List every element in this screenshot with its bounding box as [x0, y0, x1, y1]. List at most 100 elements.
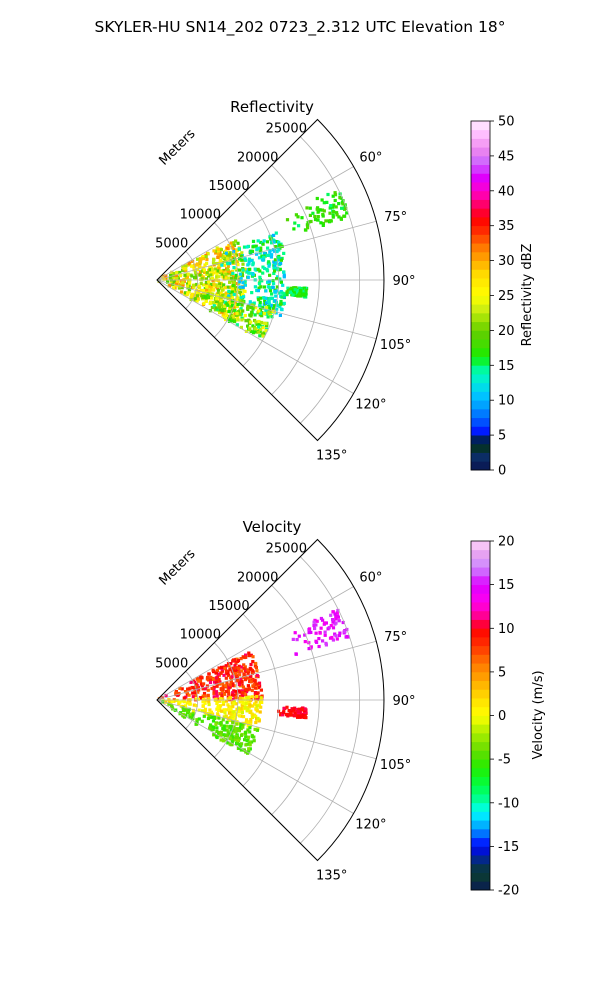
reflectivity-echo-cell: [225, 314, 229, 318]
velocity-echo-cell: [227, 686, 231, 690]
reflectivity-echo-cell: [235, 323, 239, 327]
reflectivity-echo-cell: [231, 245, 235, 249]
reflectivity-echo-cell: [265, 267, 269, 272]
reflectivity-echo-cell: [225, 256, 229, 260]
velocity-echo-cell: [246, 696, 250, 700]
reflectivity-echo-cell: [194, 275, 198, 280]
reflectivity-echo-cell: [240, 318, 244, 322]
reflectivity-echo-cell: [274, 245, 278, 249]
reflectivity-echo-cell: [240, 303, 244, 307]
reflectivity-echo-cell: [222, 283, 226, 287]
reflectivity-echo-cell: [285, 293, 289, 297]
reflectivity-echo-cell: [331, 205, 335, 209]
reflectivity-echo-cell: [262, 296, 266, 300]
velocity-echo-cell: [185, 691, 189, 695]
velocity-echo-cell: [255, 674, 259, 678]
reflectivity-echo-cell: [267, 306, 271, 310]
velocity-echo-cell: [202, 682, 206, 686]
velocity-echo-cell: [246, 668, 250, 672]
reflectivity-echo-cell: [214, 249, 218, 253]
reflectivity-echo-cell: [292, 227, 296, 231]
velocity-echo-cell: [198, 696, 202, 700]
velocity-echo-cell: [300, 707, 304, 712]
velocity-echo-cell: [223, 734, 227, 738]
velocity-echo-cell: [247, 749, 251, 753]
reflectivity-echo-cell: [179, 279, 183, 283]
reflectivity-colorbar-band: [471, 190, 490, 200]
reflectivity-echo-cell: [208, 290, 212, 294]
velocity-echo-cell: [207, 702, 211, 707]
reflectivity-echo-cell: [226, 253, 230, 258]
velocity-echo-cell: [201, 704, 205, 708]
reflectivity-echo-cell: [317, 209, 321, 213]
reflectivity-echo-cell: [228, 285, 232, 289]
reflectivity-echo-cell: [218, 271, 223, 275]
reflectivity-echo-cell: [263, 299, 267, 303]
velocity-echo-cell: [246, 735, 251, 739]
reflectivity-echo-cell: [217, 291, 221, 295]
reflectivity-echo-cell: [240, 258, 244, 262]
velocity-echo-cell: [197, 679, 201, 683]
reflectivity-echo-cell: [322, 201, 326, 205]
velocity-echo-cell: [293, 631, 297, 635]
reflectivity-colorbar-band: [471, 391, 490, 401]
reflectivity-echo-cell: [279, 307, 284, 311]
velocity-echo-cell: [189, 680, 193, 684]
reflectivity-echo-cell: [266, 280, 270, 284]
velocity-echo-cell: [212, 687, 216, 691]
velocity-echo-cell: [219, 723, 223, 727]
reflectivity-echo-cell: [181, 281, 185, 285]
velocity-echo-cell: [241, 715, 246, 719]
reflectivity-echo-cell: [307, 220, 311, 224]
velocity-echo-cell: [198, 679, 203, 683]
velocity-echo-cell: [246, 707, 250, 711]
velocity-echo-cell: [228, 696, 232, 700]
velocity-echo-cell: [167, 702, 171, 706]
reflectivity-echo-cell: [225, 294, 229, 298]
reflectivity-echo-cell: [315, 196, 319, 201]
reflectivity-echo-cell: [254, 306, 258, 310]
reflectivity-echo-cell: [212, 249, 216, 253]
reflectivity-echo-cell: [218, 311, 222, 315]
reflectivity-azimuth-tick-label: 75°: [384, 210, 407, 225]
velocity-echo-cell: [223, 715, 227, 719]
velocity-colorbar-band: [471, 567, 490, 577]
reflectivity-echo-cell: [253, 313, 257, 317]
velocity-colorbar-band: [471, 584, 490, 594]
reflectivity-echo-cell: [217, 303, 221, 307]
reflectivity-echo-cell: [176, 279, 180, 283]
reflectivity-echo-cell: [291, 293, 295, 297]
velocity-echo-cell: [260, 700, 264, 704]
velocity-echo-cell: [203, 694, 207, 698]
reflectivity-echo-cell: [217, 301, 221, 305]
velocity-echo-cell: [323, 630, 327, 634]
velocity-echo-cell: [248, 726, 252, 730]
velocity-echo-cell: [174, 691, 178, 695]
velocity-echo-cell: [331, 638, 335, 642]
velocity-echo-cell: [309, 630, 313, 634]
reflectivity-echo-cell: [249, 314, 253, 318]
reflectivity-colorbar-label: Reflectivity dBZ: [520, 244, 535, 347]
reflectivity-echo-cell: [262, 312, 267, 316]
velocity-echo-cell: [208, 680, 213, 685]
reflectivity-echo-cell: [210, 282, 214, 286]
velocity-echo-cell: [226, 697, 230, 701]
velocity-echo-cell: [178, 686, 182, 690]
velocity-echo-cell: [216, 706, 220, 710]
velocity-echo-cell: [220, 709, 224, 713]
velocity-range-tick-label: 10000: [180, 628, 221, 643]
reflectivity-echo-cell: [227, 301, 231, 305]
velocity-echo-cell: [246, 671, 250, 675]
velocity-echo-cell: [219, 738, 223, 742]
velocity-echo-cell: [255, 682, 259, 686]
reflectivity-colorbar-band: [471, 173, 490, 183]
velocity-echo-cell: [246, 688, 250, 692]
velocity-echo-cell: [203, 707, 208, 711]
reflectivity-echo-cell: [321, 223, 325, 227]
reflectivity-echo-cell: [180, 290, 184, 294]
velocity-echo-cell: [337, 633, 341, 638]
velocity-echo-cell: [203, 701, 207, 705]
reflectivity-echo-cell: [246, 275, 250, 279]
velocity-echo-cell: [258, 684, 262, 688]
reflectivity-echo-cell: [246, 324, 250, 328]
